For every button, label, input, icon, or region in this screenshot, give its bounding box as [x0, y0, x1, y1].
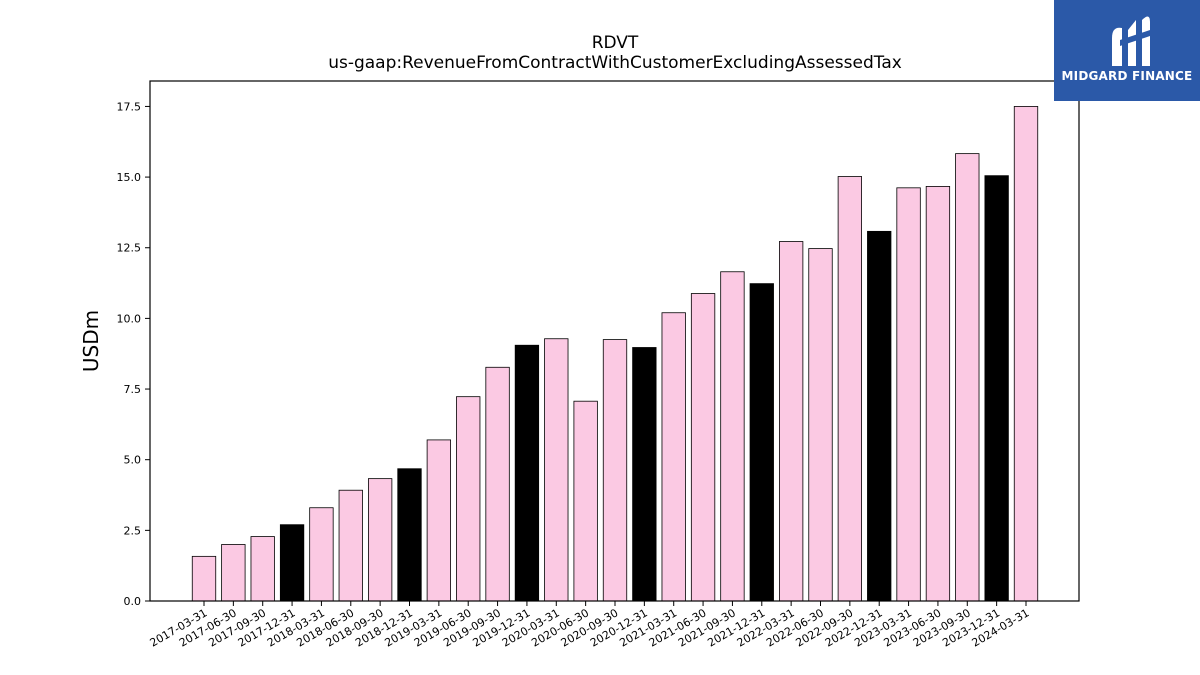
- bar-2021-03-31: [661, 312, 686, 602]
- bar-2019-12-31: [514, 344, 540, 602]
- bar-2022-06-30: [808, 248, 833, 602]
- bar-2020-09-30: [602, 339, 628, 602]
- bar-2021-09-30: [720, 271, 745, 602]
- bar-2023-12-31: [984, 175, 1009, 602]
- bar-2021-06-30: [690, 293, 716, 602]
- bar-2018-12-31: [397, 468, 422, 602]
- bar-2017-12-31: [279, 524, 305, 602]
- y-tick-label: 0.0: [124, 595, 142, 608]
- bar-2017-09-30: [250, 536, 275, 602]
- brand-logo: MIDGARD FINANCE: [1054, 0, 1200, 101]
- bar-2019-06-30: [456, 396, 481, 602]
- bar-2022-03-31: [779, 241, 804, 602]
- y-axis-label: USDm: [79, 310, 103, 372]
- bar-2019-03-31: [426, 439, 452, 602]
- y-tick-label: 2.5: [124, 524, 142, 537]
- logo-text: MIDGARD FINANCE: [1061, 69, 1193, 83]
- bars-group: [191, 106, 1039, 602]
- bar-2018-06-30: [338, 489, 363, 602]
- bar-2017-06-30: [221, 544, 246, 602]
- y-tick-label: 12.5: [117, 242, 142, 255]
- y-tick-label: 5.0: [124, 454, 142, 467]
- y-tick-label: 17.5: [117, 100, 142, 113]
- x-axis-ticks: 2017-03-312017-06-302017-09-302017-12-31…: [148, 601, 1032, 650]
- y-tick-label: 7.5: [124, 383, 142, 396]
- bar-2023-03-31: [896, 187, 921, 602]
- y-axis-ticks: 0.0 2.5 5.0 7.5 10.0 12.5 15.0 17.5: [117, 100, 150, 608]
- bar-2018-03-31: [309, 507, 334, 602]
- bar-2018-09-30: [367, 478, 393, 602]
- bar-2023-06-30: [925, 186, 951, 602]
- bar-2021-12-31: [749, 283, 774, 602]
- bar-2020-06-30: [573, 400, 598, 602]
- bar-2019-09-30: [485, 366, 510, 602]
- midgard-logo-icon: [1112, 16, 1150, 67]
- bar-2017-03-31: [191, 555, 217, 602]
- y-tick-label: 10.0: [117, 312, 142, 325]
- bar-2022-09-30: [837, 176, 862, 602]
- chart-subtitle: us-gaap:RevenueFromContractWithCustomerE…: [328, 53, 902, 73]
- plot-frame: [149, 80, 1080, 602]
- bar-2020-03-31: [544, 338, 569, 602]
- bar-2020-12-31: [632, 347, 657, 602]
- bar-2024-03-31: [1013, 106, 1039, 602]
- bar-2022-12-31: [867, 230, 892, 602]
- y-tick-label: 15.0: [117, 171, 142, 184]
- bar-2023-09-30: [955, 153, 980, 602]
- chart-title: RDVT: [592, 33, 639, 53]
